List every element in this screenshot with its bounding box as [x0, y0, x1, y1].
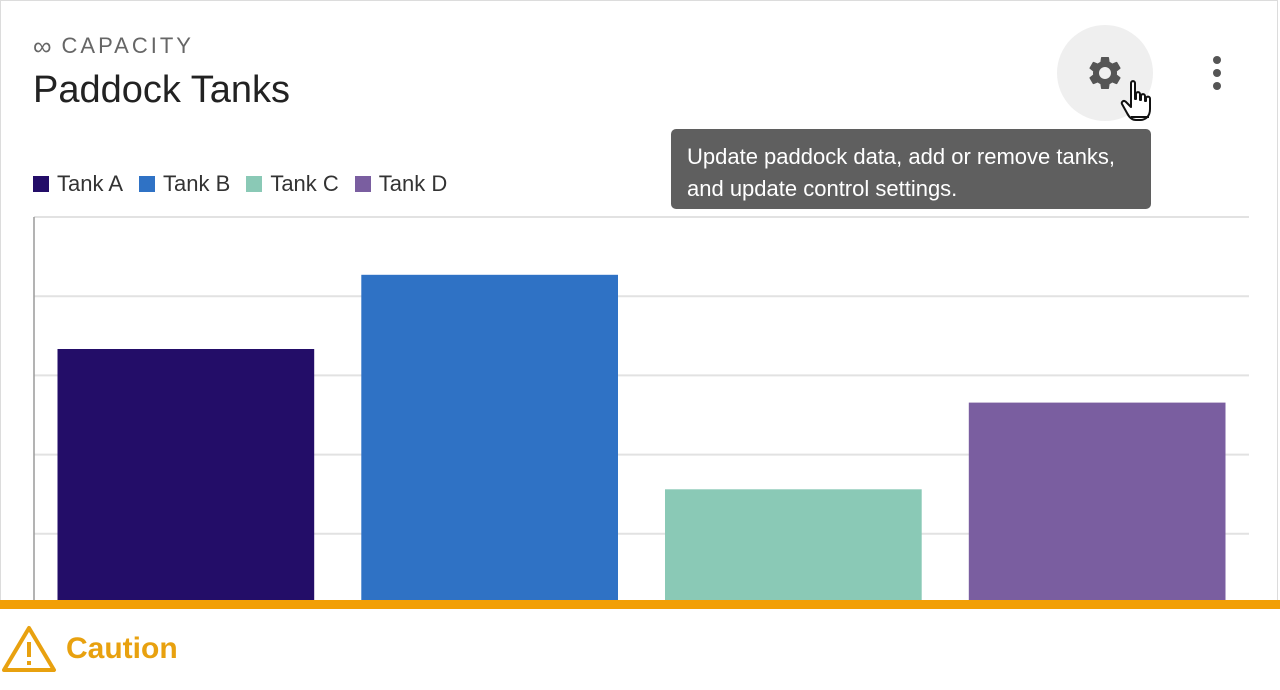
- tooltip-line-2: and update control settings.: [687, 176, 958, 201]
- capacity-card: ∞ CAPACITY Paddock Tanks Update paddock …: [0, 0, 1278, 601]
- status-label: Caution: [66, 632, 178, 665]
- legend-label: Tank D: [378, 171, 448, 196]
- status-bar: [0, 600, 1280, 609]
- legend-swatch: [33, 176, 49, 192]
- legend-item[interactable]: Tank B: [139, 171, 230, 197]
- hand-pointer-cursor-icon: [1120, 80, 1151, 121]
- eyebrow-label: CAPACITY: [61, 33, 194, 58]
- bar-tank-b[interactable]: [361, 274, 618, 601]
- legend-label: Tank B: [163, 171, 231, 196]
- legend-swatch: [246, 176, 263, 192]
- legend-label: Tank A: [57, 171, 124, 196]
- legend-swatch: [139, 176, 156, 192]
- more-vertical-icon: [1213, 56, 1221, 64]
- legend-label: Tank C: [270, 171, 339, 196]
- legend-item[interactable]: Tank A: [33, 171, 123, 197]
- legend-swatch: [354, 176, 371, 192]
- tooltip-line-1: Update paddock data, add or remove tanks…: [687, 144, 1116, 169]
- more-options-button[interactable]: [1197, 49, 1237, 97]
- warning-icon: [2, 626, 56, 672]
- chart-legend: Tank A Tank B Tank C Tank D: [33, 171, 447, 197]
- settings-tooltip: Update paddock data, add or remove tanks…: [671, 129, 1151, 209]
- bar-tank-c[interactable]: [665, 489, 922, 601]
- bar-tank-a[interactable]: [57, 349, 315, 601]
- legend-item[interactable]: Tank C: [246, 171, 339, 197]
- status-indicator: Caution: [0, 624, 178, 674]
- infinity-icon: ∞: [33, 31, 52, 61]
- gear-icon: [1089, 56, 1121, 89]
- page-title: Paddock Tanks: [33, 69, 291, 111]
- legend-item[interactable]: Tank D: [354, 171, 448, 197]
- bar-tank-d[interactable]: [968, 402, 1226, 601]
- bar-chart: [33, 216, 1249, 601]
- card-eyebrow: ∞ CAPACITY: [33, 33, 194, 59]
